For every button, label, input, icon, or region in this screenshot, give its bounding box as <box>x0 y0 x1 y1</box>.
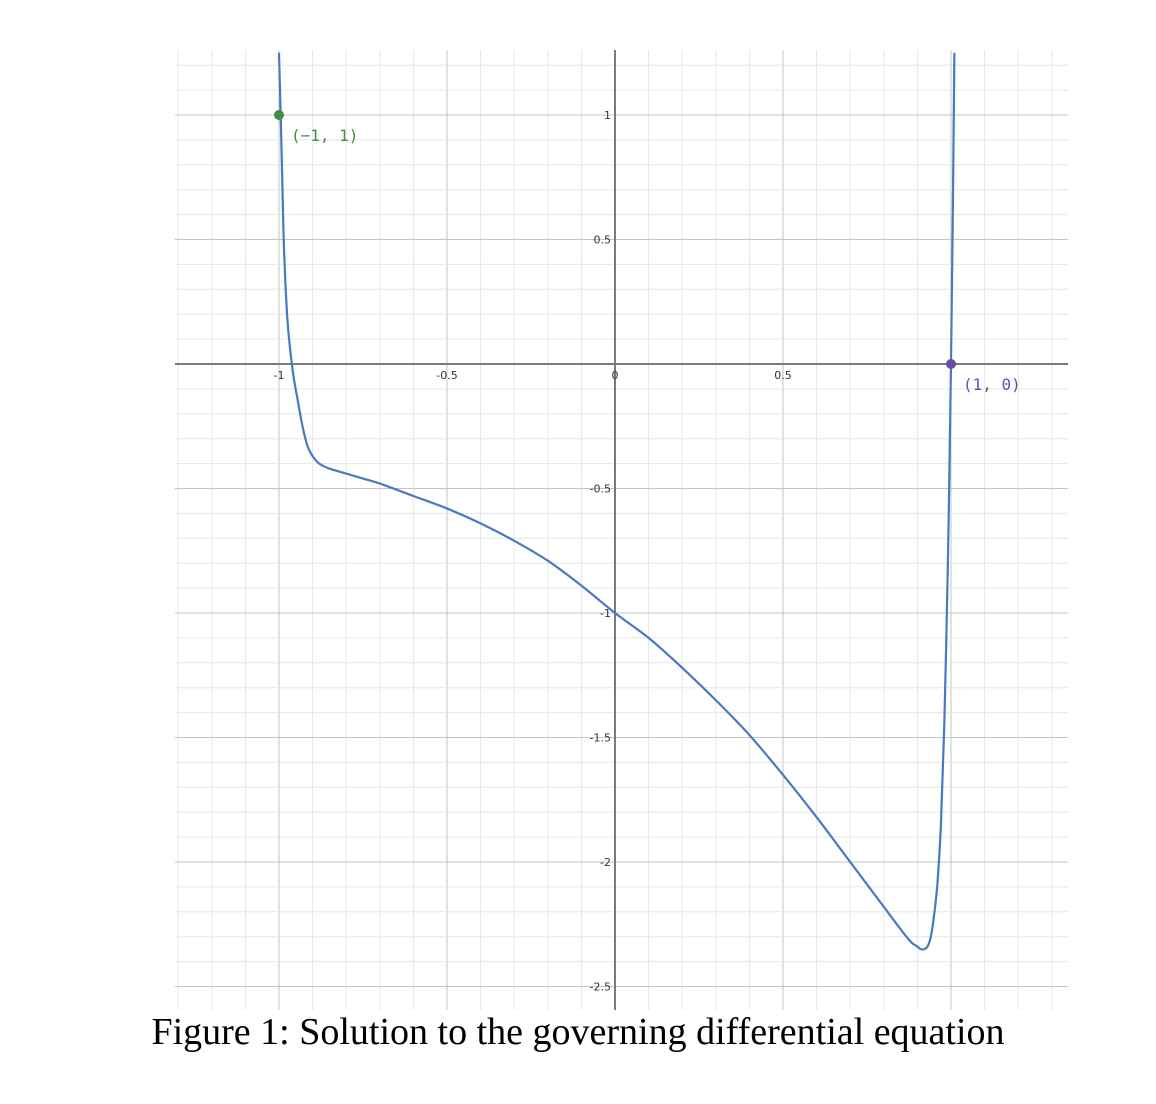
x-tick-label: -1 <box>274 369 285 382</box>
chart: -1 -0.5 0 0.5 1 0.5 -0.5 -1 -1.5 -2 -2.5 (−1, 1) (1,… <box>175 50 1068 1010</box>
y-tick-label: -0.5 <box>590 483 611 496</box>
y-tick-label: -2.5 <box>590 981 611 994</box>
y-tick-label: -1 <box>600 607 611 620</box>
y-tick-label: 1 <box>604 109 611 122</box>
y-tick-label: -1.5 <box>590 732 611 745</box>
series-line <box>277 52 956 951</box>
x-tick-label: 0.5 <box>774 369 792 382</box>
x-tick-label: 0 <box>612 369 619 382</box>
point-marker <box>274 110 284 120</box>
point-label: (−1, 1) <box>291 126 358 145</box>
point-marker <box>946 359 956 369</box>
y-tick-label: 0.5 <box>594 234 612 247</box>
y-tick-label: -2 <box>600 856 611 869</box>
grid <box>175 50 1068 1010</box>
x-tick-label: -0.5 <box>436 369 457 382</box>
point-label: (1, 0) <box>963 375 1021 394</box>
figure-caption: Figure 1: Solution to the governing diff… <box>151 1011 1005 1053</box>
